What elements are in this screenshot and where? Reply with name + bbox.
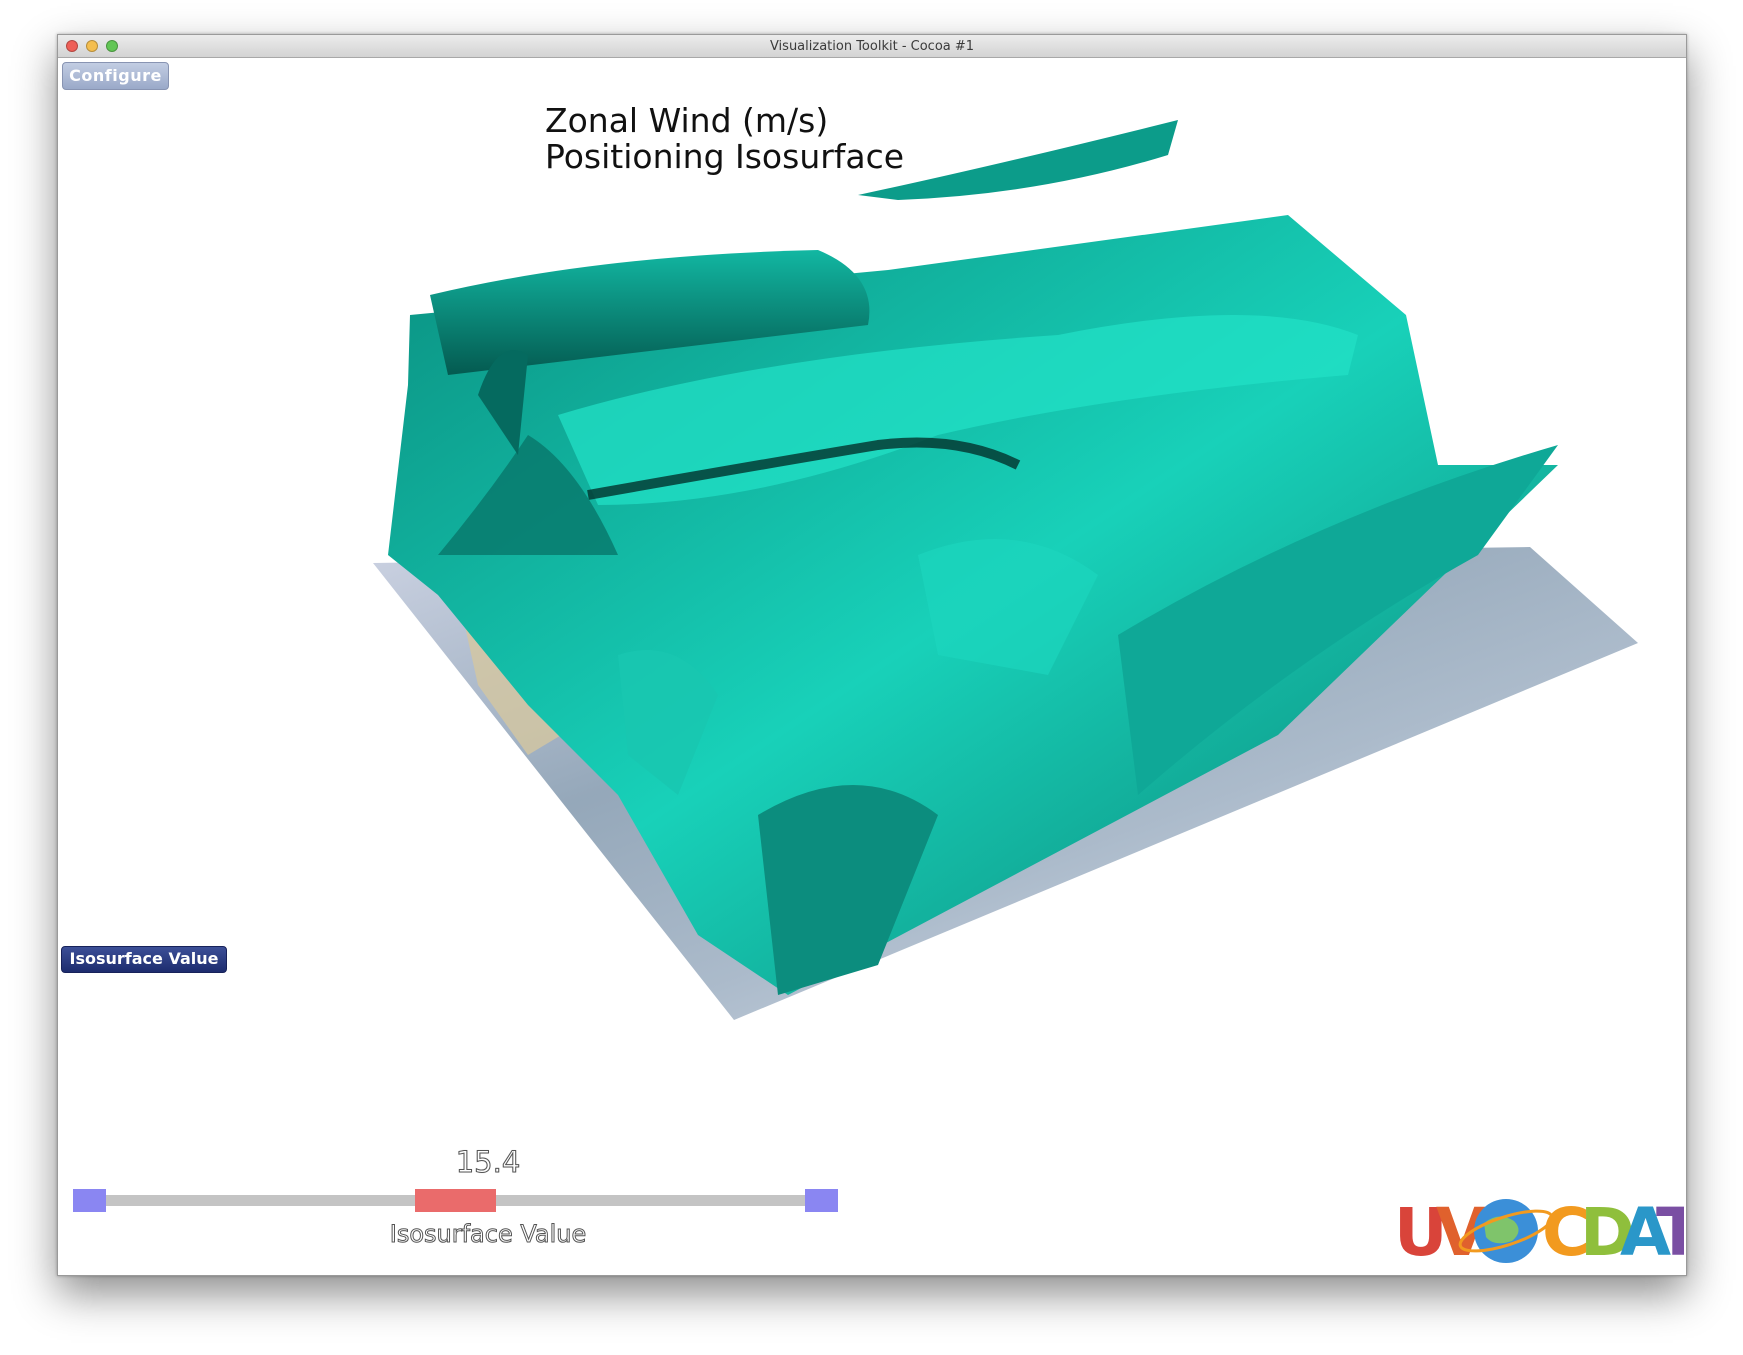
slider-min-handle[interactable]: [73, 1189, 106, 1212]
svg-text:D: D: [1580, 1194, 1635, 1271]
maximize-window-button[interactable]: [106, 40, 118, 52]
plot-title-line1: Zonal Wind (m/s): [545, 101, 829, 140]
svg-text:A: A: [1620, 1194, 1671, 1271]
slider-max-handle[interactable]: [805, 1189, 838, 1212]
slider-label: Isosurface Value: [389, 1220, 587, 1249]
app-window: Visualization Toolkit - Cocoa #1: [57, 34, 1687, 1276]
isosurface-value-button[interactable]: Isosurface Value: [61, 946, 227, 973]
minimize-window-button[interactable]: [86, 40, 98, 52]
svg-text:T: T: [1656, 1194, 1684, 1271]
uvcdat-logo-graphic: U V C D A T: [1394, 1194, 1686, 1271]
plot-title-line2: Positioning Isosurface: [545, 137, 905, 176]
svg-text:C: C: [1542, 1194, 1590, 1271]
window-title: Visualization Toolkit - Cocoa #1: [769, 39, 975, 54]
title-bar: Visualization Toolkit - Cocoa #1: [58, 35, 1686, 58]
slider-thumb[interactable]: [415, 1189, 496, 1212]
close-window-button[interactable]: [66, 40, 78, 52]
isosurface: [388, 120, 1558, 995]
plot-title: Zonal Wind (m/s) Positioning Isosurface: [545, 103, 904, 175]
configure-button[interactable]: Configure: [62, 62, 169, 90]
slider-value-readout: 15.4: [455, 1145, 521, 1180]
svg-text:U: U: [1394, 1194, 1448, 1271]
uvcdat-logo: U V C D A T: [1394, 1183, 1686, 1273]
render-viewport[interactable]: [58, 35, 1686, 1275]
